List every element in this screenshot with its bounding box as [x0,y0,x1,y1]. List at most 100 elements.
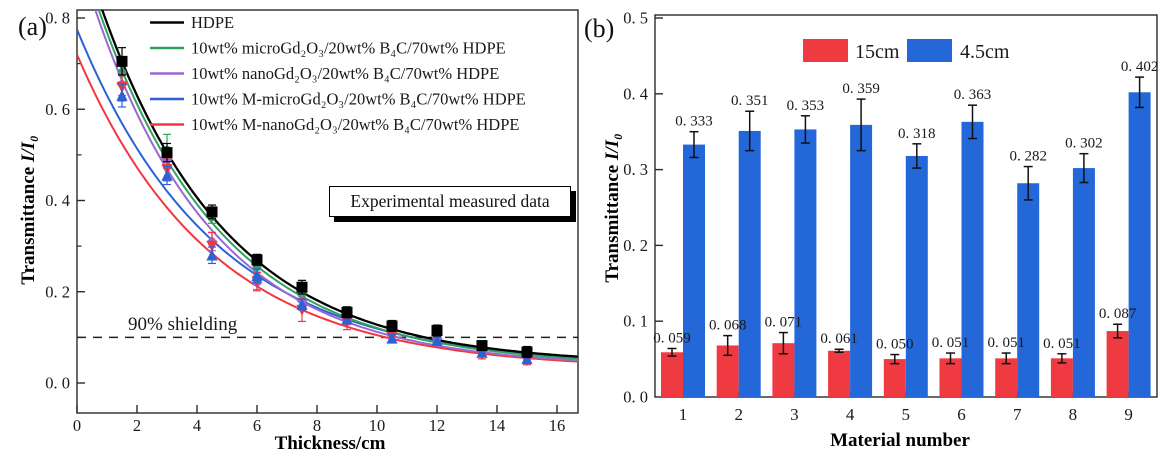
marker-square [251,254,263,266]
y-tick-label: 0. 4 [623,84,648,103]
x-tick-label: 6 [253,416,261,435]
y-tick-label: 0. 2 [45,282,70,301]
bar-15cm-material-8 [1050,358,1073,397]
curve-10wt-microgd-o-20wt-b-c-70wt-h [97,10,578,360]
panel-b-tag: (b) [584,14,615,43]
error-bar [745,110,755,152]
shielding-threshold-label: 90% shielding [128,314,238,335]
data-points [116,47,533,367]
marker-square [431,325,443,337]
y-tick-label: 0. 3 [623,160,648,179]
bar-value-label-4-5cm: 0. 351 [731,93,769,109]
x-tick-label: 0 [73,416,81,435]
bar-value-labels: 0. 059 0. 333 0. 068 0. 351 0. 071 0. 353 0. 0… [653,59,1158,352]
curve-10wt-m-nanogd-o-20wt-b-c-70wt- [77,54,578,363]
marker-triangle-up [521,352,533,365]
bar-4-5cm-material-7 [1017,183,1040,397]
marker-triangle-up [386,332,398,344]
y-tick-label: 0. 8 [45,9,70,28]
bar-value-label-4-5cm: 0. 318 [898,126,936,142]
x-tick-label: 4 [193,416,201,435]
bar-15cm-material-4 [828,350,851,397]
marker-square [206,206,218,218]
bar-4-5cm-material-2 [738,130,761,397]
x-tick-label: 4 [846,405,855,424]
bar-4-5cm-material-9 [1128,92,1151,397]
panel-a-tag: (a) [18,12,47,41]
bar-value-label-15cm: 0. 050 [876,337,914,353]
x-tick-label: 9 [1124,405,1133,424]
marker-square [386,320,398,332]
bar-value-label-4-5cm: 0. 353 [787,98,825,114]
bar-value-label-4-5cm: 0. 302 [1065,136,1103,152]
fit-curves [77,10,578,363]
legend-entry-label: HDPE [191,13,234,32]
bar-value-label-4-5cm: 0. 282 [1009,149,1046,165]
legend-swatch-4-5cm [907,39,952,62]
panel-b-y-axis-title: Transmittance I/I₀ [602,48,626,368]
legend-label-4-5cm: 4.5cm [960,41,1010,63]
legend-swatch-15cm [803,39,848,62]
x-tick-label: 8 [313,416,321,435]
bar-15cm-material-9 [1106,331,1129,397]
panel-b-material-bar-chart: 0. 00. 10. 20. 30. 40. 51 2 3 4 5 6 7 8 90. 0590… [623,9,1158,425]
plot-frame [76,9,579,414]
marker-square [116,55,128,67]
bar-15cm-material-2 [716,345,739,397]
error-bar [1113,323,1123,339]
error-bar [946,352,955,365]
panel-b-x-axis-title: Material number [830,430,970,451]
marker-triangle-up [206,249,218,261]
curve-hdpe [101,10,578,358]
x-tick-label: 10 [369,416,386,435]
axes-ticks: 0. 0 0. 2 0. 4 0. 6 0. 8 0 2 4 6 8 10 12 14 16 [45,9,565,436]
error-bar [667,347,677,357]
panel-a-legend: HDPE 10wt% microGd₂O₃/20wt% B₄C/70wt% HDP… [150,13,526,134]
marker-triangle-up [296,298,308,310]
error-bar [1079,152,1089,184]
bar-value-label-4-5cm: 0. 333 [675,114,713,130]
bar-15cm-material-1 [661,352,683,397]
error-bar [1023,165,1033,201]
bar-15cm-material-6 [939,358,962,397]
bar-value-label-15cm: 0. 051 [987,335,1024,351]
error-bar [1135,76,1145,109]
panel-a-transmittance-thickness-chart: 0. 0 0. 2 0. 4 0. 6 0. 8 0 2 4 6 8 10 12 14 16 HDPE 10w… [45,9,579,436]
error-bar [1001,352,1011,365]
marker-triangle-up [431,334,443,346]
x-tick-label: 3 [790,405,799,424]
bar-15cm-material-7 [995,358,1018,397]
error-bar [723,334,733,357]
error-bar [856,98,866,152]
marker-square [476,340,488,352]
bars [661,76,1151,398]
x-tick-label: 8 [1069,405,1078,424]
error-bar [912,143,922,169]
bar-value-label-15cm: 0. 051 [932,335,970,351]
y-tick-label: 0. 0 [623,388,648,407]
marker-square [161,147,173,159]
panel-b-legend: 15cm 4.5cm [803,39,1010,63]
bar-4-5cm-material-8 [1072,168,1095,397]
y-tick-label: 0. 5 [623,9,648,28]
error-bar [968,104,977,140]
legend-label-15cm: 15cm [855,41,900,63]
error-bar [778,331,788,355]
bar-value-label-15cm: 0. 071 [765,315,803,331]
bar-value-label-4-5cm: 0. 359 [842,81,880,97]
panel-b-y-axis-title-math: I/I₀ [602,133,623,161]
bar-4-5cm-material-3 [794,129,817,397]
panel-a-y-axis-title: Transmittance I/I₀ [18,50,42,370]
bar-value-label-15cm: 0. 061 [820,331,858,347]
legend-entry-label: 10wt% microGd₂O₃/20wt% B₄C/70wt% HDPE [191,39,506,58]
error-bar [689,130,699,159]
panel-a-y-axis-title-text: Transmittance [18,162,39,285]
x-tick-label: 7 [1013,405,1022,424]
bar-4-5cm-material-5 [905,155,928,397]
marker-square [521,346,533,358]
curve-10wt-nanogd-o-20wt-b-c-70wt-hd [94,10,578,362]
x-tick-label: 6 [957,405,966,424]
marker-square [341,306,353,318]
y-tick-label: 0. 4 [45,191,70,210]
